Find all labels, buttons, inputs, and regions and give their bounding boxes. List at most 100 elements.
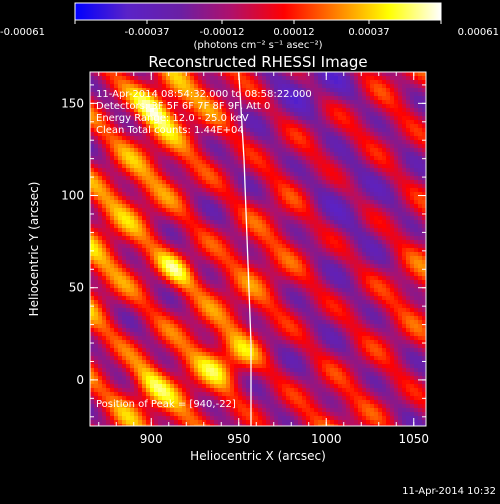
heatmap-cell xyxy=(206,316,211,321)
heatmap-cell xyxy=(262,288,267,293)
heatmap-cell xyxy=(278,276,283,281)
heatmap-cell xyxy=(194,356,199,361)
heatmap-cell xyxy=(274,380,279,385)
heatmap-cell xyxy=(114,148,119,153)
heatmap-cell xyxy=(98,204,103,209)
heatmap-cell xyxy=(154,140,159,145)
heatmap-cell xyxy=(238,172,243,177)
heatmap-cell xyxy=(138,152,143,157)
heatmap-cell xyxy=(134,364,139,369)
heatmap-cell xyxy=(310,264,315,269)
heatmap-cell xyxy=(98,184,103,189)
heatmap-cell xyxy=(258,204,263,209)
heatmap-cell xyxy=(142,332,147,337)
heatmap-cell xyxy=(186,344,191,349)
heatmap-cell xyxy=(270,196,275,201)
heatmap-cell xyxy=(238,228,243,233)
heatmap-cell xyxy=(198,208,203,213)
heatmap-cell xyxy=(122,344,127,349)
heatmap-cell xyxy=(278,248,283,253)
heatmap-cell xyxy=(230,344,235,349)
heatmap-cell xyxy=(206,84,211,89)
heatmap-cell xyxy=(158,184,163,189)
heatmap-cell xyxy=(110,168,115,173)
heatmap-cell xyxy=(170,312,175,317)
heatmap-cell xyxy=(274,160,279,165)
heatmap-cell xyxy=(90,312,95,317)
heatmap-cell xyxy=(114,264,119,269)
heatmap-cell xyxy=(114,380,119,385)
heatmap-cell xyxy=(150,372,155,377)
heatmap-cell xyxy=(146,280,151,285)
heatmap-cell xyxy=(138,336,143,341)
heatmap-cell xyxy=(142,248,147,253)
heatmap-cell xyxy=(194,168,199,173)
heatmap-cell xyxy=(90,188,95,193)
heatmap-cell xyxy=(206,248,211,253)
heatmap-cell xyxy=(130,84,135,89)
heatmap-cell xyxy=(302,284,307,289)
heatmap-cell xyxy=(310,240,315,245)
heatmap-cell xyxy=(266,328,271,333)
heatmap-cell xyxy=(278,224,283,229)
heatmap-cell xyxy=(106,292,111,297)
heatmap-cell xyxy=(98,240,103,245)
heatmap-cell xyxy=(114,304,119,309)
heatmap-cell xyxy=(150,368,155,373)
heatmap-cell xyxy=(146,276,151,281)
heatmap-cell xyxy=(166,344,171,349)
heatmap-cell xyxy=(186,196,191,201)
heatmap-cell xyxy=(234,168,239,173)
heatmap-cell xyxy=(294,204,299,209)
heatmap-cell xyxy=(310,72,315,77)
heatmap-cell xyxy=(254,124,259,129)
heatmap-cell xyxy=(166,388,171,393)
heatmap-cell xyxy=(166,348,171,353)
heatmap-cell xyxy=(174,356,179,361)
heatmap-cell xyxy=(102,156,107,161)
heatmap-cell xyxy=(158,304,163,309)
heatmap-cell xyxy=(126,188,131,193)
heatmap-cell xyxy=(310,400,315,405)
heatmap-cell xyxy=(122,160,127,165)
heatmap-cell xyxy=(122,268,127,273)
heatmap-cell xyxy=(298,196,303,201)
heatmap-cell xyxy=(102,84,107,89)
heatmap-cell xyxy=(258,168,263,173)
heatmap-cell xyxy=(106,388,111,393)
heatmap-cell xyxy=(218,360,223,365)
heatmap-cell xyxy=(162,388,167,393)
heatmap-cell xyxy=(162,156,167,161)
heatmap-cell xyxy=(298,380,303,385)
heatmap-cell xyxy=(130,248,135,253)
heatmap-cell xyxy=(250,244,255,249)
heatmap-cell xyxy=(110,284,115,289)
heatmap-cell xyxy=(306,392,311,397)
heatmap-cell xyxy=(190,324,195,329)
heatmap-cell xyxy=(90,264,95,269)
heatmap-cell xyxy=(210,196,215,201)
heatmap-cell xyxy=(282,292,287,297)
heatmap-cell xyxy=(166,76,171,81)
heatmap-cell xyxy=(186,392,191,397)
heatmap-cell xyxy=(106,216,111,221)
heatmap-cell xyxy=(186,176,191,181)
heatmap-cell xyxy=(110,420,115,425)
heatmap-cell xyxy=(258,208,263,213)
heatmap-cell xyxy=(130,244,135,249)
heatmap-cell xyxy=(186,300,191,305)
heatmap-cell xyxy=(306,272,311,277)
heatmap-cell xyxy=(246,356,251,361)
heatmap-cell xyxy=(182,144,187,149)
heatmap-cell xyxy=(302,220,307,225)
heatmap-cell xyxy=(98,232,103,237)
heatmap-cell xyxy=(166,152,171,157)
heatmap-cell xyxy=(214,372,219,377)
heatmap-cell xyxy=(162,148,167,153)
heatmap-cell xyxy=(138,356,143,361)
heatmap-cell xyxy=(258,388,263,393)
heatmap-cell xyxy=(118,340,123,345)
heatmap-cell xyxy=(118,228,123,233)
heatmap-cell xyxy=(134,212,139,217)
heatmap-cell xyxy=(134,292,139,297)
